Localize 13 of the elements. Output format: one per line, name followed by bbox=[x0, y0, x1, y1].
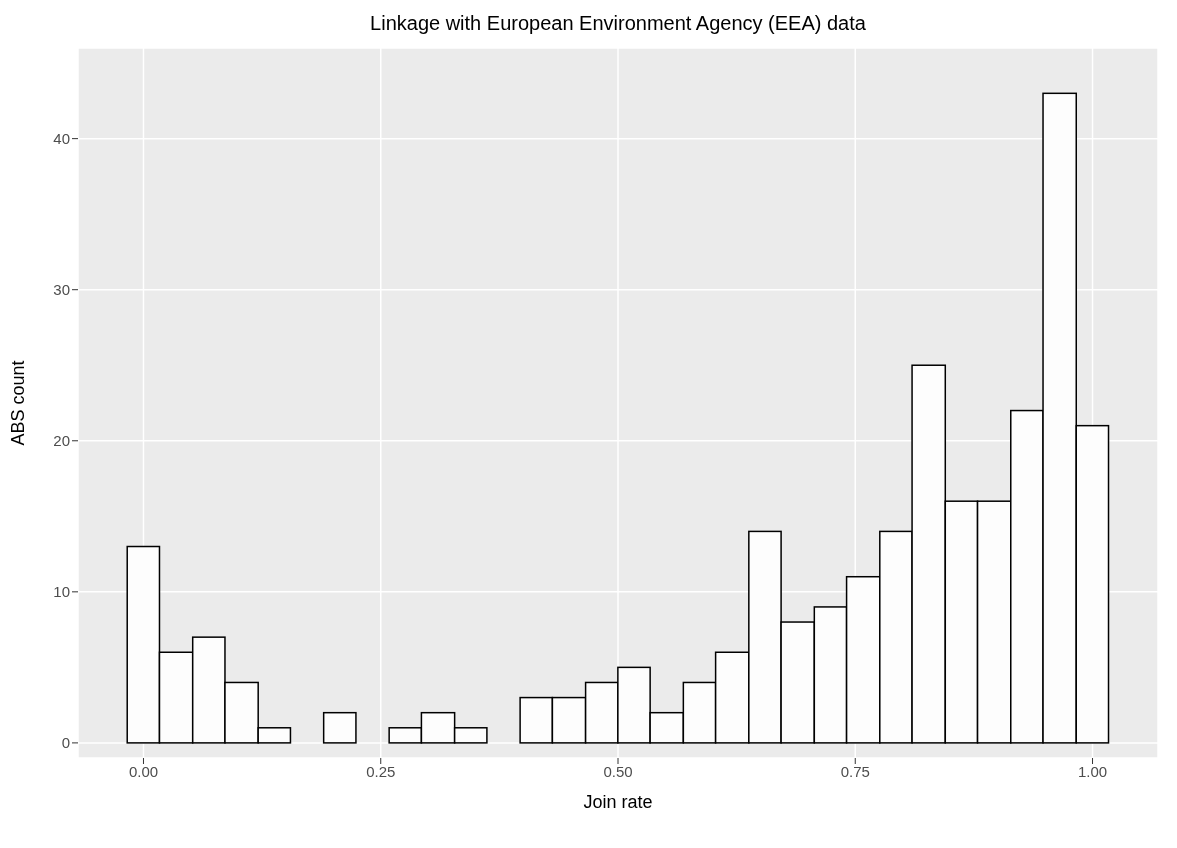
y-tick-label: 40 bbox=[53, 129, 70, 147]
y-tick-label: 0 bbox=[61, 734, 70, 752]
x-tick-label: 0.75 bbox=[840, 762, 870, 780]
x-tick-label: 0.00 bbox=[128, 762, 159, 780]
x-tick-label: 0.25 bbox=[366, 762, 396, 780]
y-tick-label: 20 bbox=[53, 432, 70, 450]
x-tick-label: 1.00 bbox=[1077, 762, 1108, 780]
y-tick-label: 30 bbox=[53, 281, 70, 299]
x-axis-title: Join rate bbox=[583, 792, 653, 812]
chart-title: Linkage with European Environment Agency (EEA) data bbox=[369, 12, 867, 35]
y-axis-title: ABS count bbox=[8, 360, 29, 446]
x-tick-label: 0.50 bbox=[603, 762, 633, 780]
y-tick-label: 10 bbox=[53, 583, 70, 601]
